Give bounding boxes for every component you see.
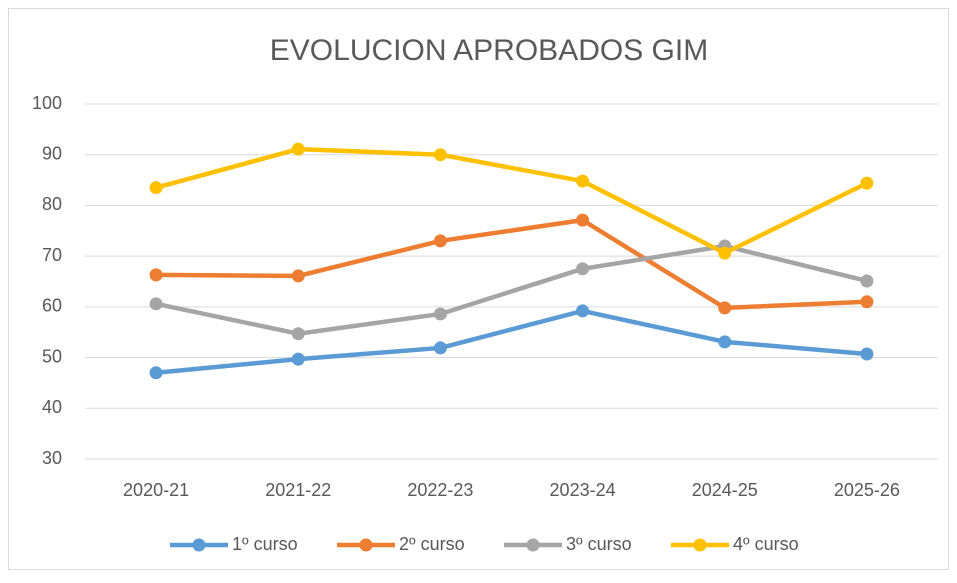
data-point bbox=[149, 297, 163, 311]
data-point bbox=[291, 142, 305, 156]
data-point bbox=[291, 327, 305, 341]
x-tick-label: 2021-22 bbox=[265, 480, 331, 500]
legend-marker bbox=[359, 538, 373, 552]
data-point bbox=[149, 268, 163, 282]
x-tick-label: 2025-26 bbox=[834, 480, 900, 500]
data-point bbox=[718, 301, 732, 315]
x-tick-label: 2020-21 bbox=[123, 480, 189, 500]
y-tick-label: 40 bbox=[42, 397, 62, 417]
legend-marker bbox=[693, 538, 707, 552]
data-point bbox=[860, 347, 874, 361]
y-tick-label: 60 bbox=[42, 296, 62, 316]
data-point bbox=[149, 366, 163, 380]
legend-marker bbox=[192, 538, 206, 552]
series-line bbox=[153, 146, 870, 256]
x-tick-label: 2022-23 bbox=[407, 480, 473, 500]
data-point bbox=[433, 307, 447, 321]
series-line bbox=[153, 308, 870, 376]
data-point bbox=[576, 213, 590, 227]
data-point bbox=[291, 269, 305, 283]
data-point bbox=[433, 234, 447, 248]
data-point bbox=[149, 181, 163, 195]
legend-label: 3º curso bbox=[566, 534, 632, 554]
x-tick-label: 2024-25 bbox=[692, 480, 758, 500]
y-tick-label: 90 bbox=[42, 143, 62, 163]
y-tick-label: 50 bbox=[42, 346, 62, 366]
series-line bbox=[153, 217, 870, 311]
legend-label: 4º curso bbox=[733, 534, 799, 554]
series-line bbox=[153, 243, 870, 336]
data-point bbox=[576, 262, 590, 276]
data-point bbox=[718, 246, 732, 260]
data-point bbox=[860, 176, 874, 190]
data-point bbox=[576, 304, 590, 318]
data-point bbox=[291, 352, 305, 366]
y-tick-label: 30 bbox=[42, 448, 62, 468]
chart-border bbox=[8, 8, 949, 570]
data-point bbox=[718, 335, 732, 349]
legend-marker bbox=[526, 538, 540, 552]
legend-label: 1º curso bbox=[232, 534, 298, 554]
data-point bbox=[433, 148, 447, 162]
legend-label: 2º curso bbox=[399, 534, 465, 554]
y-tick-label: 100 bbox=[32, 93, 62, 113]
y-tick-label: 70 bbox=[42, 245, 62, 265]
data-point bbox=[433, 341, 447, 355]
data-point bbox=[576, 174, 590, 188]
x-tick-label: 2023-24 bbox=[550, 480, 616, 500]
data-point bbox=[860, 295, 874, 309]
data-point bbox=[860, 274, 874, 288]
y-tick-label: 80 bbox=[42, 194, 62, 214]
chart-title: EVOLUCION APROBADOS GIM bbox=[270, 34, 708, 67]
